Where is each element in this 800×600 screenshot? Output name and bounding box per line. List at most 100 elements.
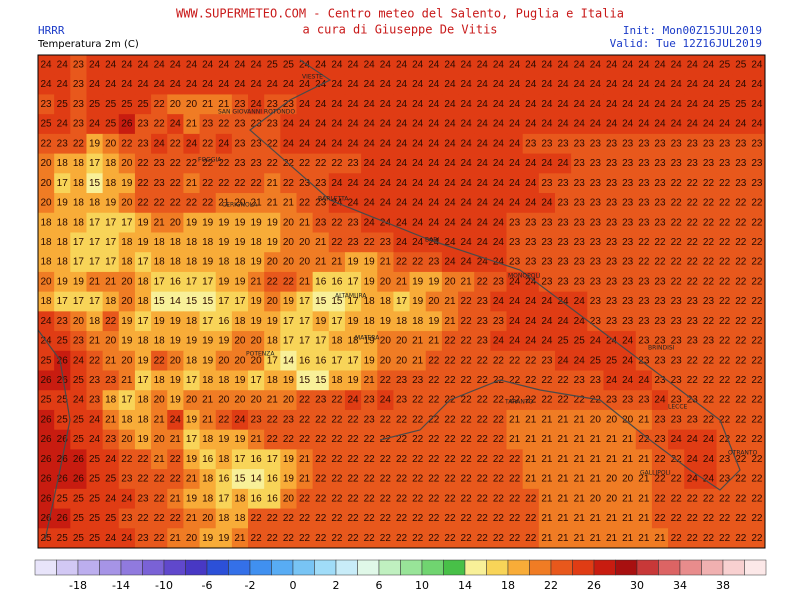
cell — [134, 232, 152, 253]
cell-value: 22 — [428, 533, 440, 544]
cell-value: 24 — [186, 60, 198, 71]
cell — [587, 271, 604, 293]
cell — [54, 153, 71, 174]
city: ALTAMURA — [335, 293, 367, 300]
cell-value: 19 — [170, 316, 182, 327]
cell-value: 20 — [267, 257, 279, 268]
cell — [215, 114, 233, 135]
cell — [361, 232, 378, 253]
cell — [70, 271, 87, 293]
cell-value: 22 — [202, 138, 214, 149]
cell-value: 22 — [477, 414, 489, 425]
cell — [571, 55, 588, 76]
cell-value: 22 — [428, 434, 440, 445]
cell-value: 18 — [137, 395, 149, 406]
colorbar-label: -6 — [202, 579, 213, 592]
cell-value: 24 — [493, 178, 505, 189]
cell — [344, 252, 362, 273]
cell-value: 23 — [251, 158, 263, 169]
cell — [102, 232, 120, 253]
cell-value: 23 — [638, 395, 650, 406]
cell — [651, 291, 669, 312]
cell — [183, 114, 201, 135]
cell — [183, 133, 201, 155]
cell-value: 21 — [412, 355, 424, 366]
cell-value: 22 — [719, 178, 731, 189]
cell-value: 24 — [525, 198, 537, 209]
cell-value: 24 — [396, 99, 408, 110]
cell — [732, 232, 750, 253]
cell-value: 24 — [477, 60, 489, 71]
cell-value: 18 — [41, 217, 53, 228]
cell — [458, 74, 475, 95]
cell-value: 22 — [477, 454, 489, 465]
cell — [280, 173, 297, 194]
cell — [248, 173, 265, 194]
cell — [506, 311, 524, 332]
cell-value: 24 — [461, 60, 473, 71]
cell — [231, 271, 249, 293]
cell-value: 23 — [671, 355, 683, 366]
cell — [38, 94, 55, 115]
cell-value: 24 — [347, 60, 359, 71]
cell — [54, 252, 71, 273]
cell — [506, 331, 524, 352]
cell-value: 21 — [396, 276, 408, 287]
cell-value: 17 — [57, 296, 69, 307]
cell-value: 25 — [590, 355, 602, 366]
cell-value: 21 — [557, 454, 569, 465]
cell — [199, 193, 217, 214]
cell-value: 19 — [170, 375, 182, 386]
cell-value: 24 — [380, 119, 392, 130]
colorbar-box — [615, 559, 638, 576]
cell-value: 22 — [444, 434, 456, 445]
cell — [700, 153, 718, 174]
cell-value: 23 — [719, 474, 731, 485]
cell-value: 17 — [234, 454, 246, 465]
cell-value: 21 — [622, 493, 634, 504]
cell — [554, 252, 572, 273]
cell-value: 15 — [315, 296, 327, 307]
cell-value: 23 — [606, 217, 618, 228]
cell-value: 22 — [703, 375, 715, 386]
cell — [328, 232, 346, 253]
cell-value: 18 — [121, 414, 133, 425]
cell-value: 24 — [687, 454, 699, 465]
cell-value: 22 — [428, 395, 440, 406]
cell-value: 17 — [299, 336, 311, 347]
cell-value: 17 — [218, 493, 230, 504]
cell — [474, 291, 491, 312]
cell — [506, 114, 524, 135]
cell — [732, 271, 750, 293]
cell-value: 24 — [525, 336, 537, 347]
cell — [118, 153, 136, 174]
cell — [587, 173, 604, 194]
cell — [651, 311, 669, 332]
cell-value: 18 — [364, 316, 376, 327]
cell-value: 25 — [267, 60, 279, 71]
cell-value: 21 — [461, 276, 473, 287]
cell — [280, 74, 297, 95]
cell — [215, 331, 233, 352]
cell-value: 22 — [541, 395, 553, 406]
cell — [700, 350, 718, 372]
cell-value: 24 — [687, 99, 699, 110]
cell-value: 22 — [654, 454, 666, 465]
cell — [248, 94, 265, 115]
cell — [215, 153, 233, 174]
cell — [393, 193, 411, 214]
cell-value: 21 — [622, 513, 634, 524]
cell-value: 22 — [412, 395, 424, 406]
city: GALLIPOLI — [640, 470, 671, 477]
cell-value: 24 — [751, 79, 763, 90]
cell — [70, 370, 87, 391]
cell — [183, 193, 201, 214]
cell — [684, 55, 701, 76]
cell — [651, 74, 669, 95]
colorbar-box — [292, 559, 315, 576]
cell — [393, 331, 411, 352]
colorbar-label: -10 — [155, 579, 173, 592]
cell-value: 24 — [671, 434, 683, 445]
cell-value: 22 — [719, 296, 731, 307]
cell — [554, 94, 572, 115]
